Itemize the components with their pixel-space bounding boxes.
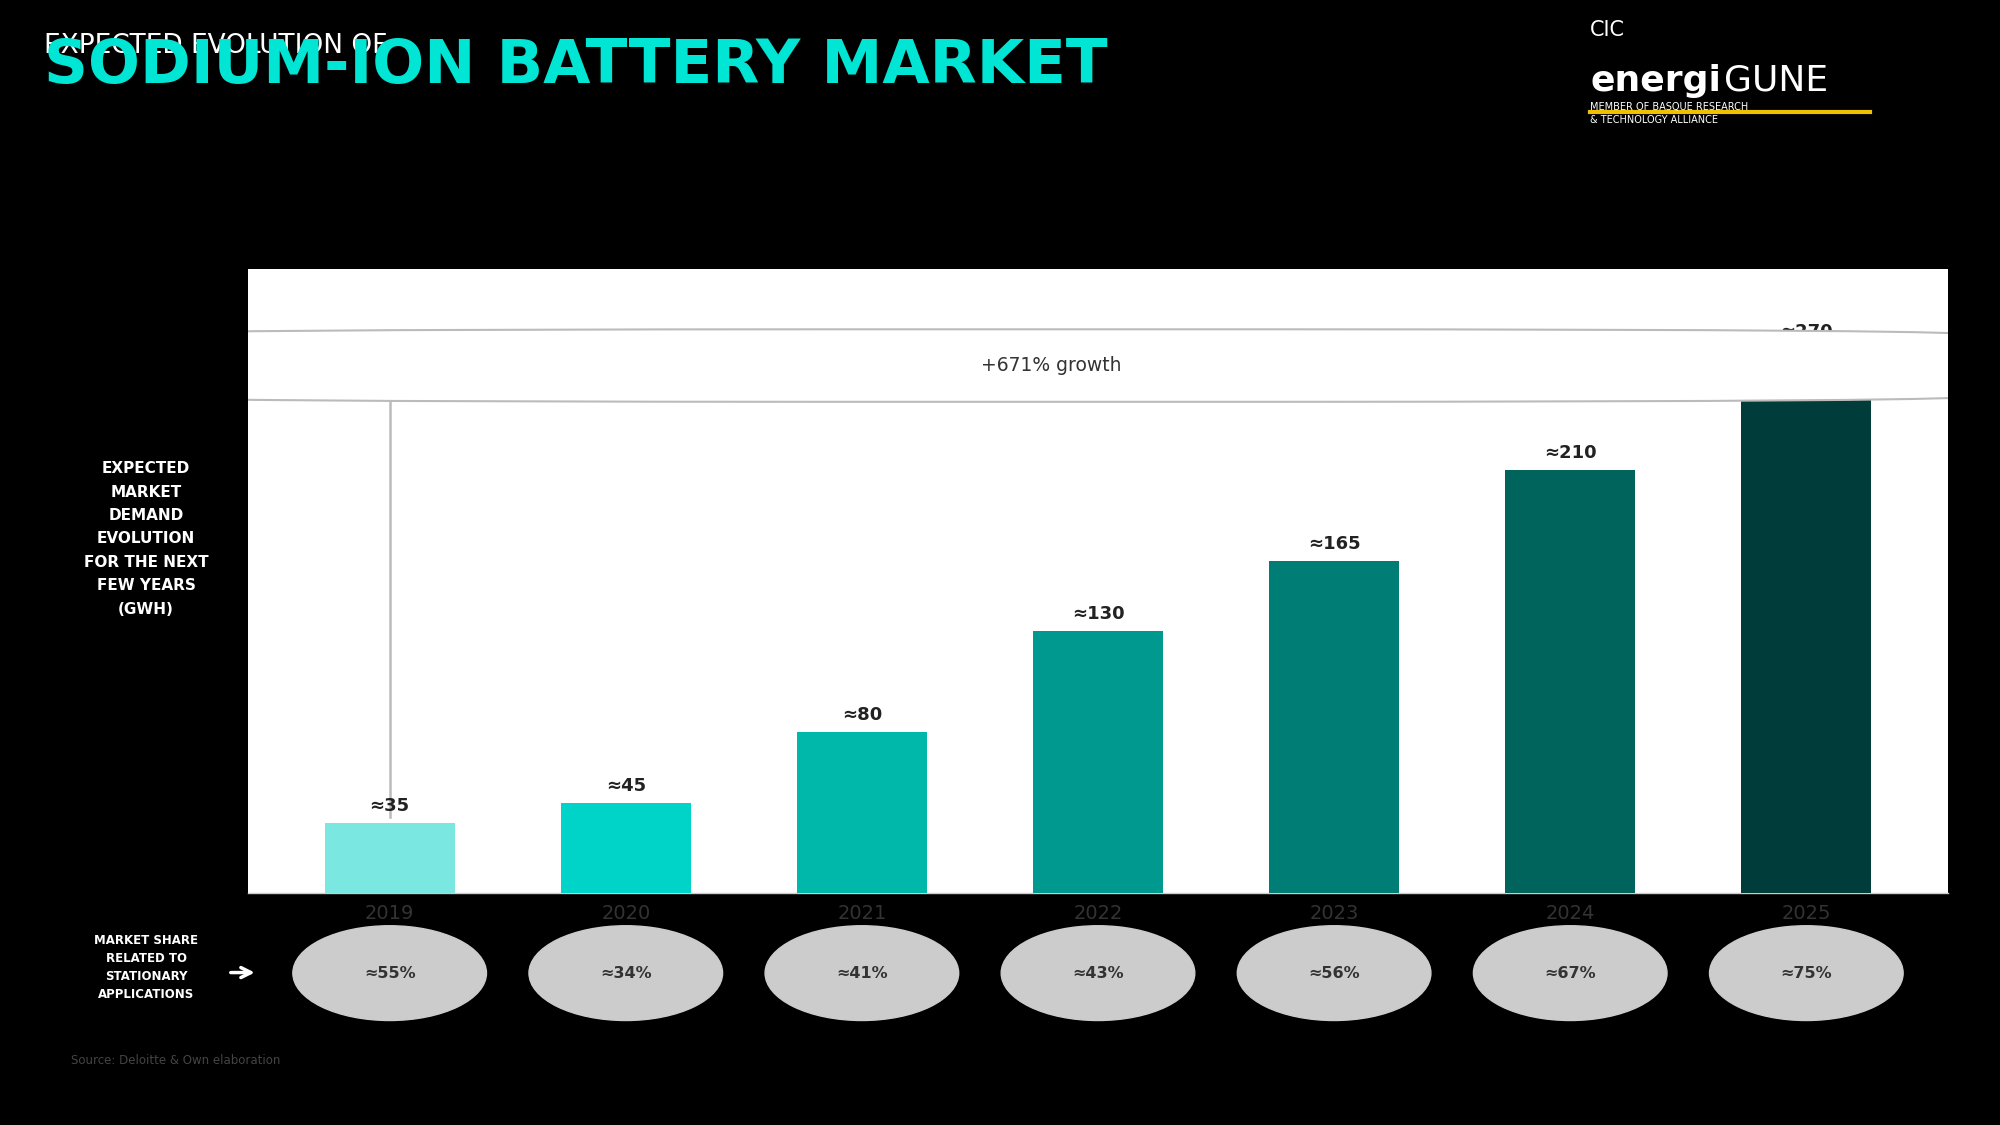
Text: ≈56%: ≈56% <box>1308 965 1360 981</box>
Text: ≈130: ≈130 <box>1072 605 1124 623</box>
Bar <box>324 822 454 893</box>
Text: EXPECTED
MARKET
DEMAND
EVOLUTION
FOR THE NEXT
FEW YEARS
(GWH): EXPECTED MARKET DEMAND EVOLUTION FOR THE… <box>84 461 208 617</box>
Text: ≈45: ≈45 <box>606 776 646 794</box>
Text: MARKET SHARE
RELATED TO
STATIONARY
APPLICATIONS: MARKET SHARE RELATED TO STATIONARY APPLI… <box>94 934 198 1001</box>
Bar <box>560 802 690 893</box>
Text: ≈75%: ≈75% <box>1780 965 1832 981</box>
Text: ≈34%: ≈34% <box>600 965 652 981</box>
Text: Source: Deloitte & Own elaboration: Source: Deloitte & Own elaboration <box>72 1054 280 1068</box>
Text: ≈55%: ≈55% <box>364 965 416 981</box>
Bar <box>1506 470 1636 893</box>
Text: MEMBER OF BASQUE RESEARCH
& TECHNOLOGY ALLIANCE: MEMBER OF BASQUE RESEARCH & TECHNOLOGY A… <box>1590 101 1748 125</box>
Ellipse shape <box>292 926 486 1020</box>
Bar <box>1270 561 1400 893</box>
Ellipse shape <box>1474 926 1668 1020</box>
Text: CIC: CIC <box>1590 20 1624 39</box>
Bar <box>1034 631 1162 893</box>
Ellipse shape <box>1238 926 1430 1020</box>
Text: ≈67%: ≈67% <box>1544 965 1596 981</box>
Text: energi: energi <box>1590 64 1720 98</box>
Text: ≈80: ≈80 <box>842 706 882 724</box>
Text: ≈210: ≈210 <box>1544 444 1596 462</box>
Text: SODIUM-ION BATTERY MARKET: SODIUM-ION BATTERY MARKET <box>44 37 1108 96</box>
Text: ≈270: ≈270 <box>1780 323 1832 341</box>
Ellipse shape <box>1002 926 1194 1020</box>
Text: ≈43%: ≈43% <box>1072 965 1124 981</box>
Bar <box>796 732 926 893</box>
Text: ≈165: ≈165 <box>1308 534 1360 552</box>
Text: EXPECTED EVOLUTION OF: EXPECTED EVOLUTION OF <box>44 33 388 60</box>
Bar <box>1742 350 1872 893</box>
Text: +671% growth: +671% growth <box>980 356 1122 375</box>
Text: GUNE: GUNE <box>1724 64 1828 98</box>
Text: ≈35: ≈35 <box>370 796 410 814</box>
Text: ≈41%: ≈41% <box>836 965 888 981</box>
FancyBboxPatch shape <box>118 330 1984 402</box>
Ellipse shape <box>1710 926 1904 1020</box>
Ellipse shape <box>766 926 958 1020</box>
Ellipse shape <box>528 926 722 1020</box>
